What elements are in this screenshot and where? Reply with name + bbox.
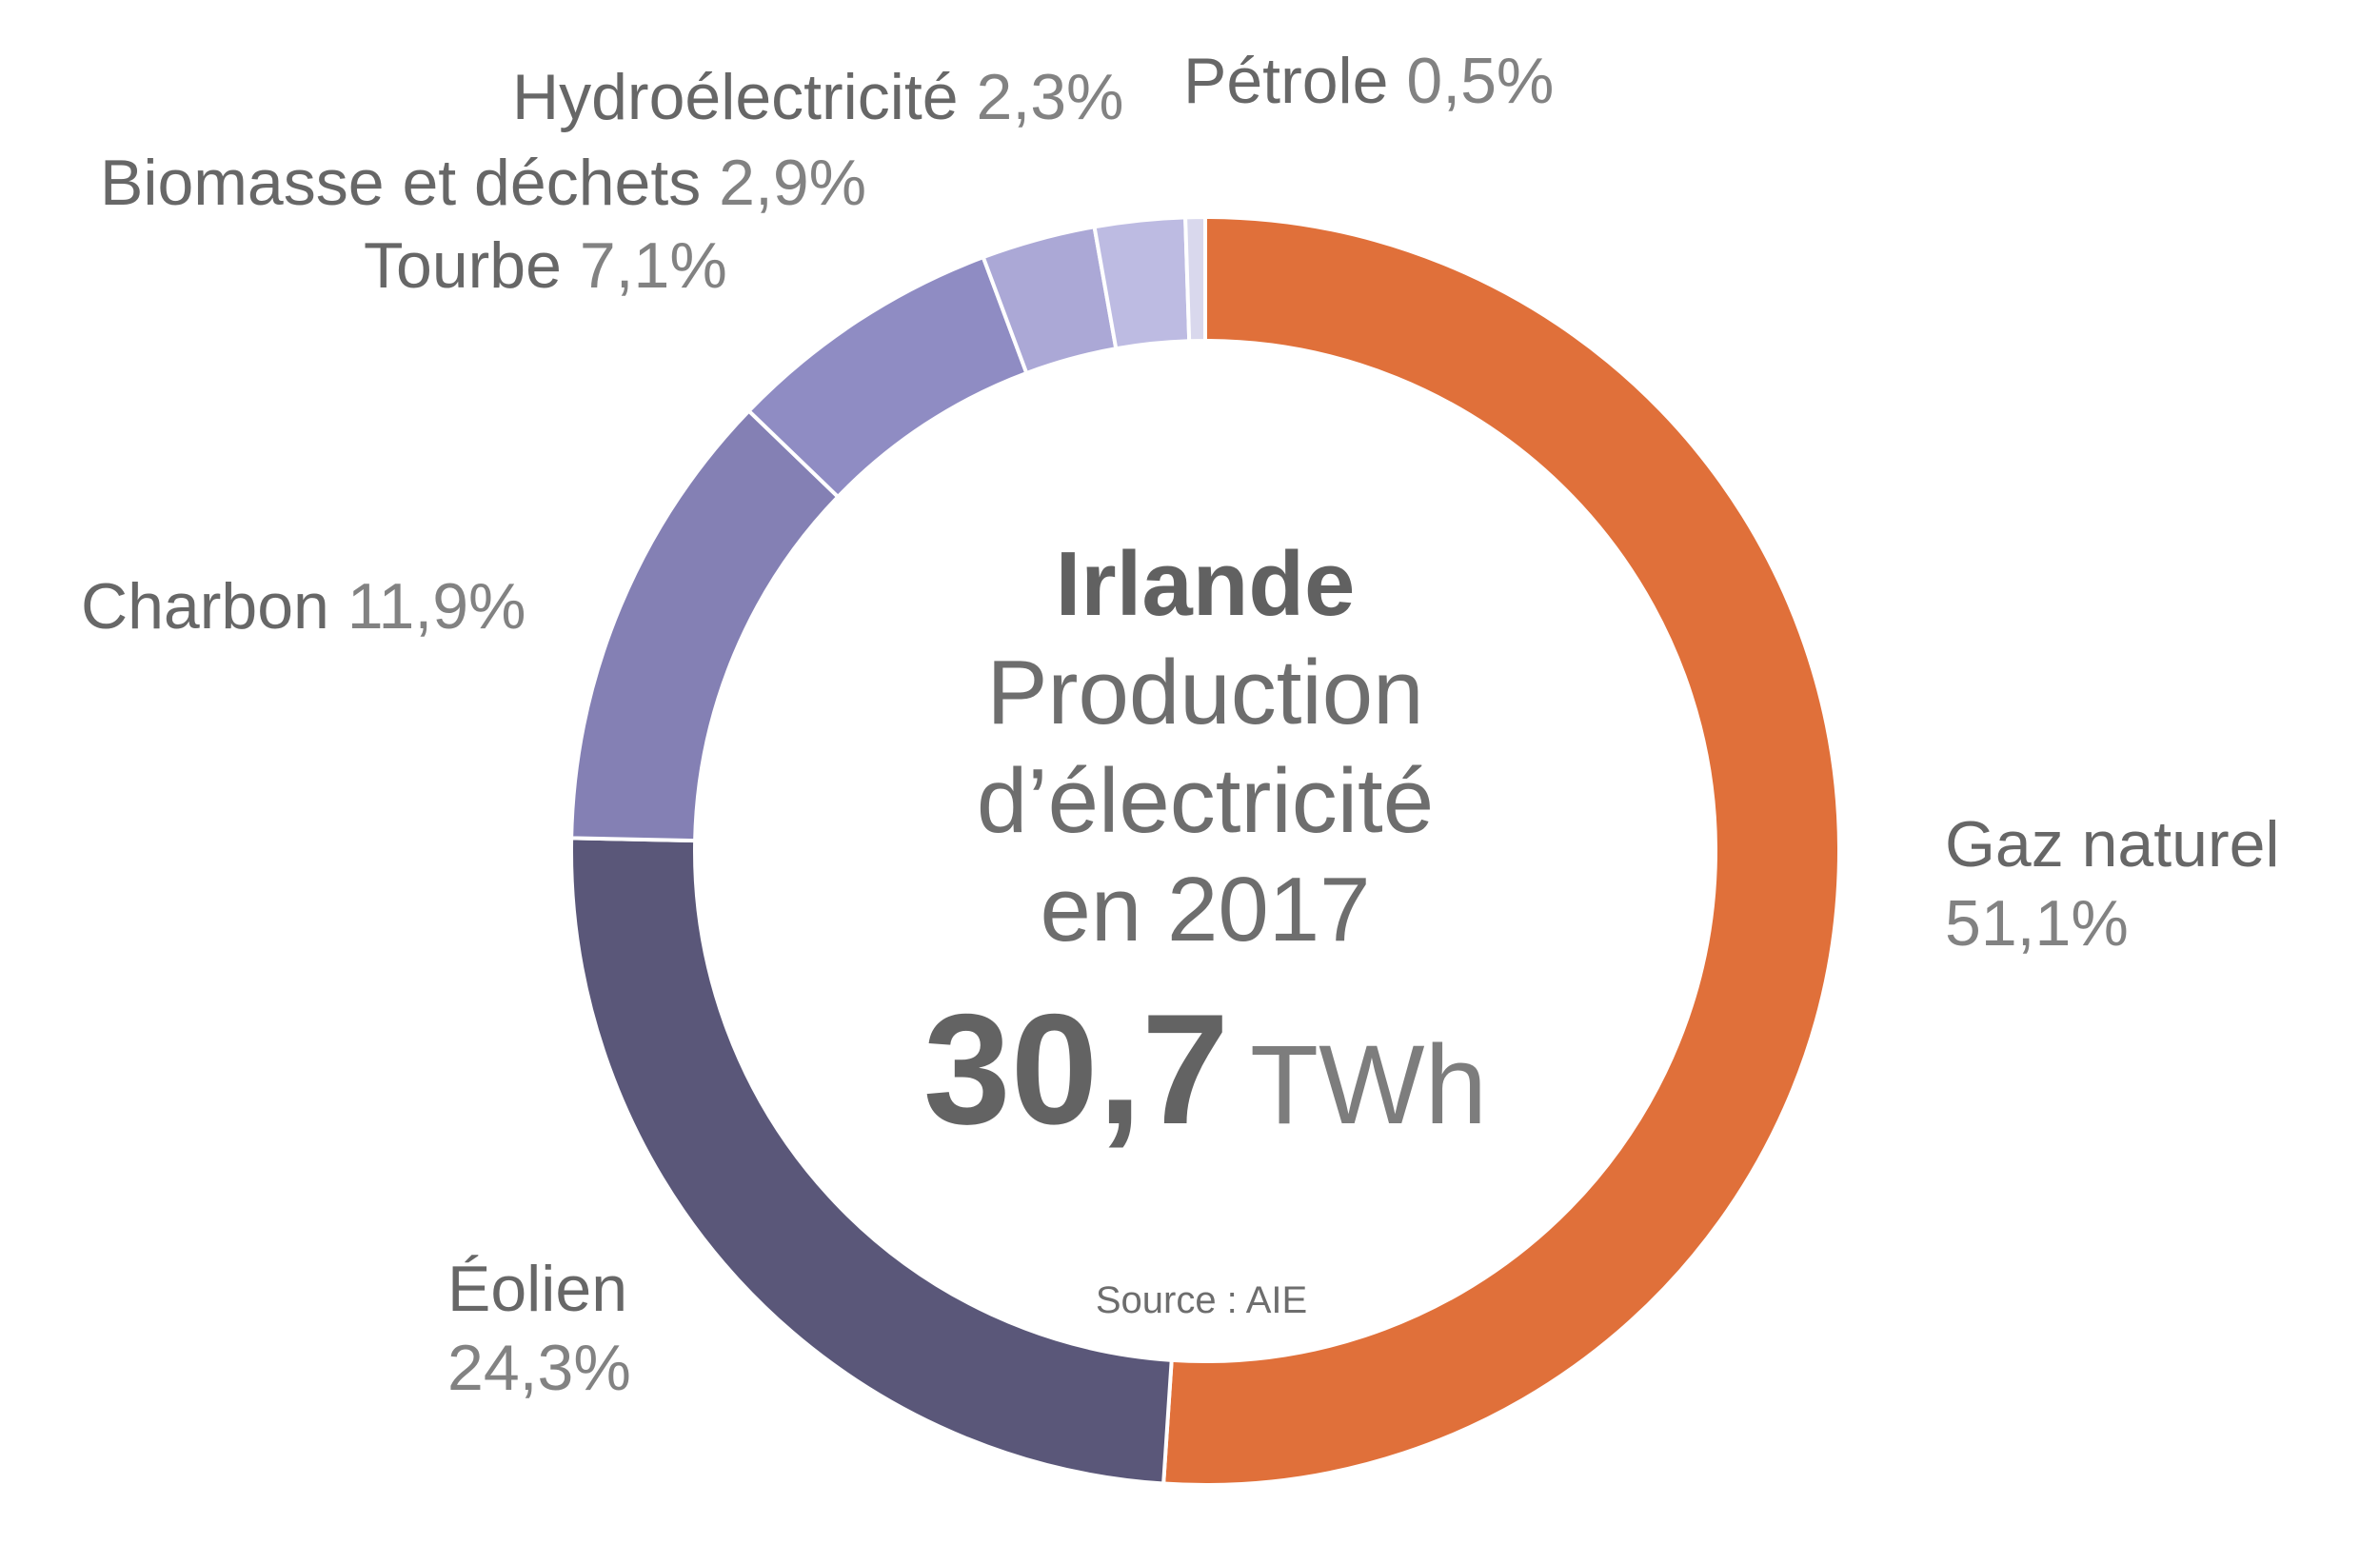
segment-name-tourbe: Tourbe bbox=[364, 229, 562, 302]
chart-center-subtitle-line-2: d’électricité bbox=[976, 750, 1435, 852]
segment-value-charbon: 11,9% bbox=[347, 570, 526, 643]
segment-value-petrole: 0,5% bbox=[1406, 45, 1555, 117]
segment-label-charbon: Charbon 11,9% bbox=[81, 574, 526, 639]
segment-label-petrole: Pétrole 0,5% bbox=[1183, 49, 1554, 113]
total-unit: TWh bbox=[1250, 1022, 1488, 1148]
chart-center-subtitle-line-3: en 2017 bbox=[1040, 859, 1371, 960]
segment-label-tourbe: Tourbe 7,1% bbox=[364, 233, 727, 298]
segment-name-biomasse-et-dechets: Biomasse et déchets bbox=[100, 147, 702, 219]
segment-name-petrole: Pétrole bbox=[1183, 45, 1389, 117]
segment-value-biomasse-et-dechets: 2,9% bbox=[719, 147, 867, 219]
chart-center-total: 30,7 TWh bbox=[30, 991, 2380, 1148]
segment-name-gaz-naturel: Gaz naturel bbox=[1945, 808, 2280, 881]
segment-name-eolien: Éolien bbox=[447, 1253, 628, 1325]
segment-value-eolien: 24,3% bbox=[447, 1331, 631, 1404]
chart-center-subtitle-line-1: Production bbox=[986, 642, 1424, 743]
total-value: 30,7 bbox=[922, 981, 1230, 1157]
segment-label-gaz-naturel: Gaz naturel 51,1% bbox=[1945, 805, 2280, 963]
chart-center-country: Irlande bbox=[1055, 533, 1356, 635]
donut-slice-eolien[interactable] bbox=[569, 836, 1174, 1486]
segment-name-hydroelectricite: Hydroélectricité bbox=[512, 61, 959, 133]
segment-value-tourbe: 7,1% bbox=[579, 229, 727, 302]
segment-value-hydroelectricite: 2,3% bbox=[976, 61, 1124, 133]
source-note: Source : AIE bbox=[1095, 1279, 1308, 1321]
segment-label-hydroelectricite: Hydroélectricité 2,3% bbox=[512, 65, 1124, 129]
donut-slice-gaz-naturel[interactable] bbox=[1161, 214, 1842, 1487]
segment-name-charbon: Charbon bbox=[81, 570, 329, 643]
donut-slice-petrole[interactable] bbox=[1183, 214, 1207, 344]
segment-label-eolien: Éolien 24,3% bbox=[447, 1250, 631, 1408]
segment-value-gaz-naturel: 51,1% bbox=[1945, 886, 2129, 960]
segment-label-biomasse-et-dechets: Biomasse et déchets 2,9% bbox=[100, 150, 866, 215]
